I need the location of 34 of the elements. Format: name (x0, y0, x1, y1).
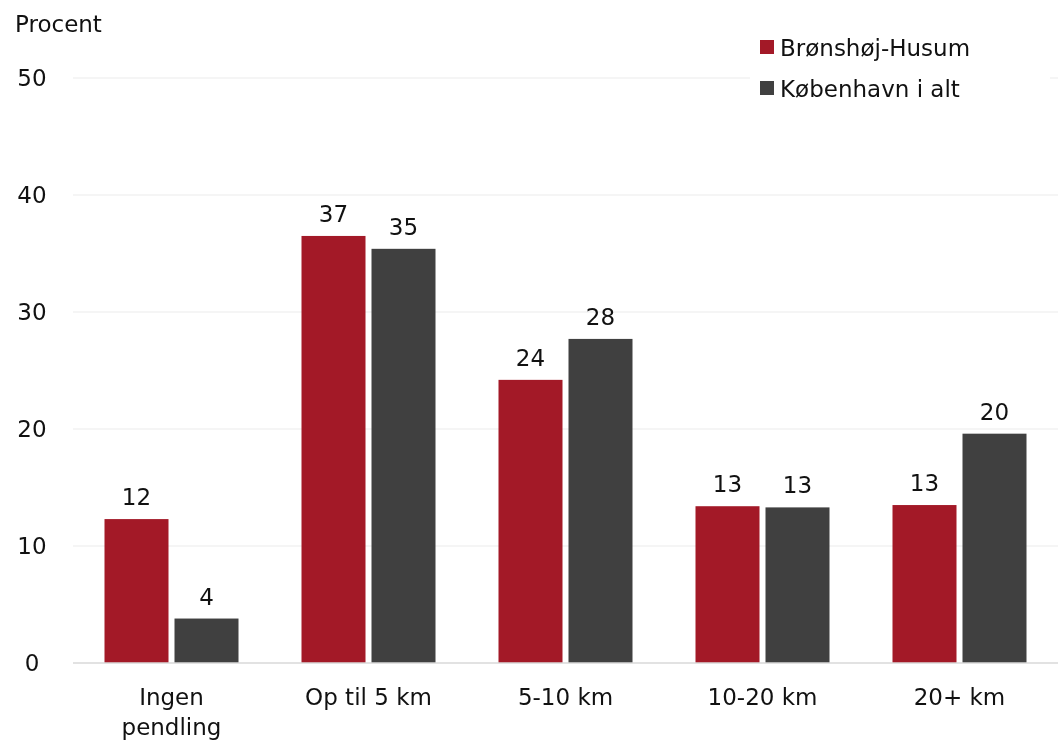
bar (892, 505, 957, 663)
y-tick-label: 40 (17, 182, 47, 208)
bar (174, 618, 239, 663)
data-label: 35 (388, 213, 419, 240)
data-label: 13 (712, 471, 743, 498)
bar (695, 506, 760, 663)
data-label: 24 (515, 344, 546, 371)
y-tick-label: 0 (24, 650, 40, 676)
data-label: 12 (121, 484, 152, 511)
legend-label: Brønshøj-Husum (780, 35, 971, 61)
x-tick-label: 20+ km (913, 684, 1006, 710)
data-label: 20 (979, 398, 1010, 425)
bar (104, 519, 169, 663)
y-axis-title: Procent (15, 11, 102, 37)
data-label: 13 (909, 470, 940, 497)
y-tick-label: 20 (17, 416, 47, 442)
bar (962, 433, 1027, 663)
bar (765, 507, 830, 663)
bar (371, 248, 436, 663)
x-tick-label: Op til 5 km (305, 684, 432, 710)
x-tick-label: Ingen pendling (121, 684, 222, 740)
bar (498, 379, 563, 663)
x-tick-label: 10-20 km (707, 684, 818, 710)
data-label: 28 (585, 303, 616, 330)
data-label: 4 (199, 583, 214, 610)
legend-label: København i alt (780, 76, 960, 102)
data-label: 37 (318, 200, 349, 227)
bar (568, 338, 633, 663)
y-tick-label: 50 (17, 65, 47, 91)
y-tick-label: 10 (17, 533, 47, 559)
y-tick-label: 30 (17, 299, 47, 325)
bar (301, 235, 366, 663)
data-label: 13 (782, 472, 813, 499)
x-tick-label: 5-10 km (517, 684, 614, 710)
